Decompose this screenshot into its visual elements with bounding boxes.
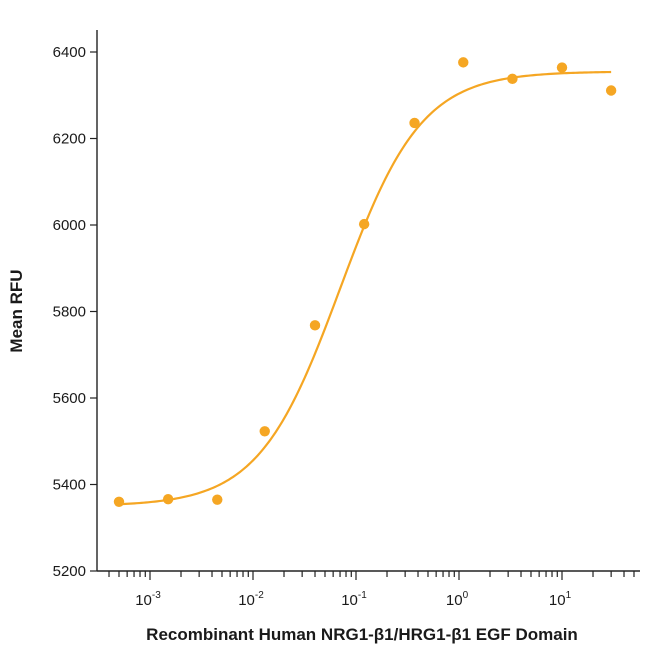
data-point <box>409 117 420 129</box>
data-point <box>162 494 174 505</box>
data-points <box>113 57 617 507</box>
y-tick-label: 5400 <box>53 477 86 494</box>
y-ticks: 5200 5400 5600 5800 6000 6200 6400 <box>53 44 97 580</box>
x-tick-label: 10-3 <box>135 590 161 609</box>
x-tick-label: 101 <box>549 590 572 609</box>
y-tick-label: 6200 <box>53 131 86 148</box>
y-tick-label: 5200 <box>53 563 86 580</box>
y-tick-label: 5600 <box>53 390 86 407</box>
axes <box>96 30 640 572</box>
data-point <box>113 496 125 507</box>
data-point <box>259 426 270 437</box>
fit-curve <box>118 70 612 506</box>
data-point <box>458 57 469 68</box>
data-point <box>556 62 568 73</box>
data-point <box>212 494 223 505</box>
data-point <box>605 85 617 96</box>
y-tick-label: 6400 <box>53 44 86 61</box>
x-tick-label: 10-2 <box>238 590 264 609</box>
data-point <box>309 320 321 331</box>
y-tick-label: 5800 <box>53 304 86 321</box>
x-axis-title: Recombinant Human NRG1-β1/HRG1-β1 EGF Do… <box>146 625 578 644</box>
data-point <box>358 218 370 230</box>
y-tick-label: 6000 <box>53 217 86 234</box>
x-ticks: 10-3 10-2 10-1 100 101 <box>108 571 635 609</box>
y-axis-title: Mean RFU <box>7 269 26 352</box>
data-point <box>507 73 518 85</box>
x-tick-label: 10-1 <box>341 590 367 609</box>
x-tick-label: 100 <box>446 590 469 609</box>
